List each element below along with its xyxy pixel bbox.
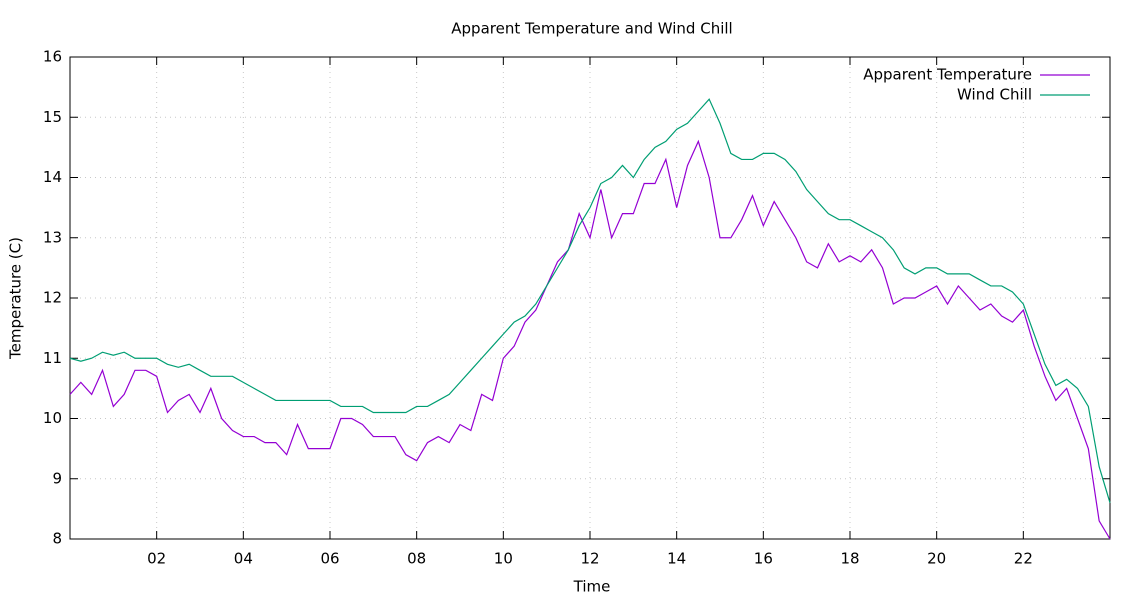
x-tick-label: 22 [1014,550,1033,568]
y-tick-label: 9 [52,469,62,487]
x-tick-label: 16 [754,550,773,568]
y-tick-label: 16 [43,48,62,66]
x-axis-label: Time [573,578,611,596]
plot-frame [69,56,1111,540]
y-axis-label: Temperature (C) [7,237,25,360]
y-tick-label: 8 [52,530,62,548]
y-tick-label: 10 [43,409,62,427]
legend-label: Wind Chill [957,86,1032,104]
x-tick-label: 04 [234,550,253,568]
x-tick-label: 20 [927,550,946,568]
chart-title: Apparent Temperature and Wind Chill [451,20,732,38]
x-tick-label: 14 [667,550,686,568]
y-tick-label: 12 [43,289,62,307]
y-tick-label: 15 [43,108,62,126]
x-tick-label: 10 [494,550,513,568]
x-tick-label: 02 [147,550,166,568]
y-tick-label: 14 [43,168,62,186]
y-tick-label: 11 [43,349,62,367]
x-tick-label: 08 [407,550,426,568]
legend-label: Apparent Temperature [863,66,1032,84]
x-tick-label: 06 [320,550,339,568]
y-tick-label: 13 [43,228,62,246]
x-tick-label: 18 [840,550,859,568]
series-line [69,139,1111,540]
x-tick-label: 12 [580,550,599,568]
series-line [69,98,1111,504]
